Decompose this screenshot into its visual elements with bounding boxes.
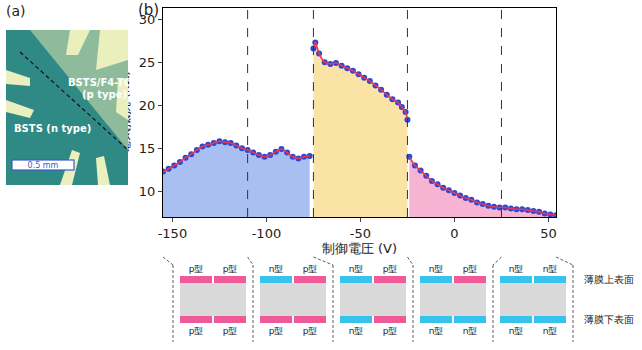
svg-text:-150: -150 bbox=[158, 226, 188, 241]
svg-text:n型: n型 bbox=[543, 326, 558, 336]
svg-text:n型: n型 bbox=[543, 264, 558, 274]
svg-text:n型: n型 bbox=[349, 326, 364, 336]
svg-text:p型: p型 bbox=[189, 264, 204, 274]
svg-text:制御電圧 (V): 制御電圧 (V) bbox=[322, 241, 397, 256]
svg-text:-100: -100 bbox=[252, 226, 282, 241]
svg-text:電気抵抗 (kΩ): 電気抵抗 (kΩ) bbox=[117, 71, 132, 155]
svg-text:n型: n型 bbox=[509, 264, 524, 274]
svg-text:薄膜上表面: 薄膜上表面 bbox=[584, 274, 634, 285]
svg-text:p型: p型 bbox=[223, 264, 238, 274]
svg-text:20: 20 bbox=[139, 98, 156, 113]
svg-text:(a): (a) bbox=[6, 3, 26, 19]
svg-text:10: 10 bbox=[139, 184, 156, 199]
svg-text:p型: p型 bbox=[383, 264, 398, 274]
svg-text:p型: p型 bbox=[463, 264, 478, 274]
svg-text:-50: -50 bbox=[350, 226, 371, 241]
svg-text:15: 15 bbox=[139, 141, 156, 156]
svg-text:30: 30 bbox=[139, 12, 156, 27]
svg-text:p型: p型 bbox=[383, 326, 398, 336]
svg-text:n型: n型 bbox=[429, 264, 444, 274]
svg-text:p型: p型 bbox=[189, 326, 204, 336]
svg-text:n型: n型 bbox=[429, 326, 444, 336]
svg-text:n型: n型 bbox=[349, 264, 364, 274]
svg-text:n型: n型 bbox=[463, 326, 478, 336]
svg-text:p型: p型 bbox=[269, 326, 284, 336]
svg-text:p型: p型 bbox=[303, 264, 318, 274]
svg-text:(p type): (p type) bbox=[82, 89, 127, 100]
svg-text:25: 25 bbox=[139, 55, 156, 70]
svg-text:50: 50 bbox=[540, 226, 557, 241]
svg-text:0: 0 bbox=[450, 226, 458, 241]
svg-text:n型: n型 bbox=[509, 326, 524, 336]
svg-text:p型: p型 bbox=[223, 326, 238, 336]
svg-text:p型: p型 bbox=[303, 326, 318, 336]
svg-text:(b): (b) bbox=[138, 1, 159, 19]
svg-text:BSTS/F4-TCNQ: BSTS/F4-TCNQ bbox=[68, 77, 148, 88]
svg-text:0.5 mm: 0.5 mm bbox=[28, 161, 59, 170]
svg-text:BSTS (n type): BSTS (n type) bbox=[14, 123, 91, 134]
svg-text:n型: n型 bbox=[269, 264, 284, 274]
svg-text:薄膜下表面: 薄膜下表面 bbox=[584, 314, 634, 325]
